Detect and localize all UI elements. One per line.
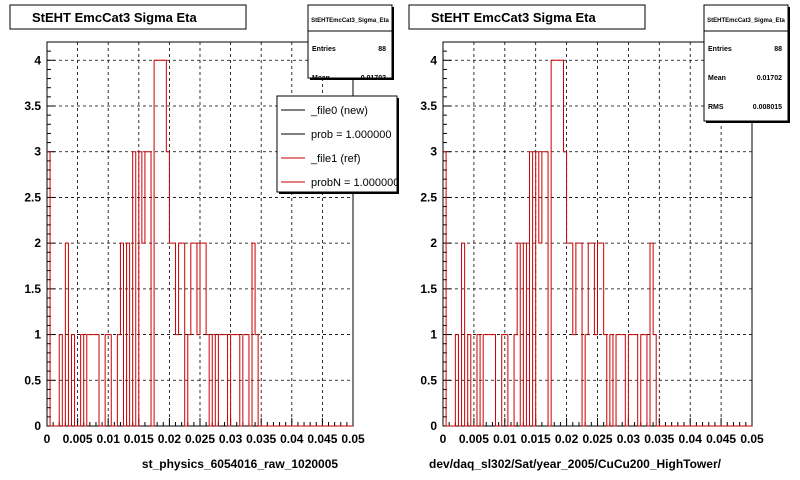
x-tick-label: 0.02 — [158, 432, 182, 446]
stats-box — [307, 4, 393, 79]
y-tick-label: 0 — [430, 419, 437, 433]
stats-row-label: Entries — [708, 46, 732, 53]
x-tick-label: 0.03 — [617, 432, 641, 446]
stats-row-label: Mean — [312, 75, 330, 82]
stats-box-name: StEHTEmcCat3_Sigma_Eta — [707, 18, 785, 24]
stats-row-value: 0.008015 — [753, 104, 782, 111]
chart-panel-2: 0 0.005 0.01 0.015 0.02 0.025 0.03 0.035 0.04 0.0… — [408, 4, 790, 471]
y-tick-label: 1 — [34, 328, 41, 342]
x-tick-label: 0.005 — [63, 432, 93, 446]
y-tick-label: 4 — [430, 53, 437, 67]
histogram-series — [47, 59, 353, 427]
legend-entry-label: _file0 (new) — [310, 105, 368, 117]
histogram-series — [443, 59, 752, 427]
chart-title: StEHT EmcCat3 Sigma Eta — [431, 10, 596, 25]
chart-title-box — [408, 4, 646, 30]
x-tick-label: 0 — [44, 432, 51, 446]
y-tick-label: 3.5 — [420, 99, 437, 113]
stats-row-label: RMS — [708, 104, 724, 111]
x-tick-label: 0.045 — [307, 432, 337, 446]
y-tick-label: 1.5 — [420, 282, 437, 296]
legend: _file0 (new) prob = 1.000000 _file1 (ref) p… — [276, 95, 399, 194]
stats-row-value: 88 — [774, 46, 782, 53]
x-tick-label: 0.045 — [706, 432, 736, 446]
stats-box — [703, 4, 789, 122]
y-tick-label: 2.5 — [420, 190, 437, 204]
y-tick-label: 1.5 — [24, 282, 41, 296]
chart-panel-1: 0 0.005 0.01 0.015 0.02 0.025 0.03 0.035 0.04 0.0… — [9, 4, 399, 471]
x-tick-label: 0.04 — [280, 432, 304, 446]
legend-entry-label: _file1 (ref) — [310, 153, 361, 165]
y-tick-label: 3.5 — [24, 99, 41, 113]
x-tick-label: 0.015 — [521, 432, 551, 446]
x-tick-label: 0.015 — [124, 432, 154, 446]
stats-row-label: Entries — [312, 46, 336, 53]
x-tick-label: 0 — [440, 432, 447, 446]
y-tick-label: 2.5 — [24, 190, 41, 204]
y-tick-label: 3 — [430, 145, 437, 159]
x-tick-label: 0.05 — [341, 432, 365, 446]
x-tick-label: 0.04 — [679, 432, 703, 446]
x-tick-label: 0.025 — [185, 432, 215, 446]
stats-box-name: StEHTEmcCat3_Sigma_Eta — [311, 18, 389, 24]
x-tick-label: 0.02 — [555, 432, 579, 446]
y-tick-label: 0.5 — [24, 373, 41, 387]
x-axis-label: st_physics_6054016_raw_1020005 — [142, 457, 338, 471]
x-tick-label: 0.005 — [459, 432, 489, 446]
chart-title: StEHT EmcCat3 Sigma Eta — [32, 10, 197, 25]
legend-box — [276, 95, 398, 193]
chart-title-box — [9, 4, 247, 30]
stats-row-value: 0.01702 — [361, 75, 386, 82]
stats-row-label: Mean — [708, 75, 726, 82]
y-tick-label: 0 — [34, 419, 41, 433]
y-tick-label: 0.5 — [420, 373, 437, 387]
x-tick-label: 0.05 — [740, 432, 764, 446]
stats-row-value: 88 — [378, 46, 386, 53]
x-tick-label: 0.035 — [644, 432, 674, 446]
x-tick-label: 0.01 — [493, 432, 517, 446]
legend-inner: _file0 (new) prob = 1.000000 _file1 (ref) p… — [276, 95, 399, 194]
x-tick-label: 0.025 — [582, 432, 612, 446]
y-tick-label: 2 — [430, 236, 437, 250]
y-tick-label: 2 — [34, 236, 41, 250]
y-tick-label: 3 — [34, 145, 41, 159]
x-tick-label: 0.035 — [246, 432, 276, 446]
x-axis-label: dev/daq_sl302/Sat/year_2005/CuCu200_High… — [429, 457, 722, 471]
legend-entry-label: probN = 1.000000 — [311, 177, 399, 189]
x-tick-label: 0.03 — [219, 432, 243, 446]
y-tick-label: 1 — [430, 328, 437, 342]
y-tick-label: 4 — [34, 53, 41, 67]
x-tick-label: 0.01 — [97, 432, 121, 446]
legend-entry-label: prob = 1.000000 — [311, 129, 391, 141]
stats-row-value: 0.01702 — [757, 75, 782, 82]
